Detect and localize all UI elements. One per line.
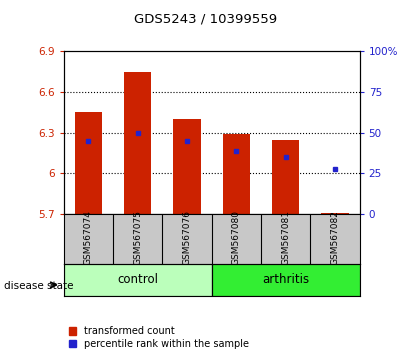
Text: arthritis: arthritis bbox=[262, 273, 309, 286]
Bar bbox=[124, 72, 151, 214]
Bar bbox=[223, 134, 250, 214]
Bar bbox=[64, 264, 212, 296]
Text: GDS5243 / 10399559: GDS5243 / 10399559 bbox=[134, 12, 277, 25]
Bar bbox=[173, 119, 201, 214]
Text: GSM567074: GSM567074 bbox=[84, 211, 93, 266]
Text: GSM567082: GSM567082 bbox=[330, 211, 339, 266]
Text: GSM567080: GSM567080 bbox=[232, 211, 241, 266]
Text: GSM567076: GSM567076 bbox=[182, 211, 192, 266]
Legend: transformed count, percentile rank within the sample: transformed count, percentile rank withi… bbox=[69, 326, 249, 349]
Text: control: control bbox=[117, 273, 158, 286]
Bar bbox=[272, 139, 299, 214]
Text: disease state: disease state bbox=[4, 281, 74, 291]
Bar bbox=[75, 113, 102, 214]
Text: GSM567081: GSM567081 bbox=[281, 211, 290, 266]
Bar bbox=[212, 264, 360, 296]
Text: GSM567075: GSM567075 bbox=[133, 211, 142, 266]
Bar bbox=[321, 213, 349, 214]
